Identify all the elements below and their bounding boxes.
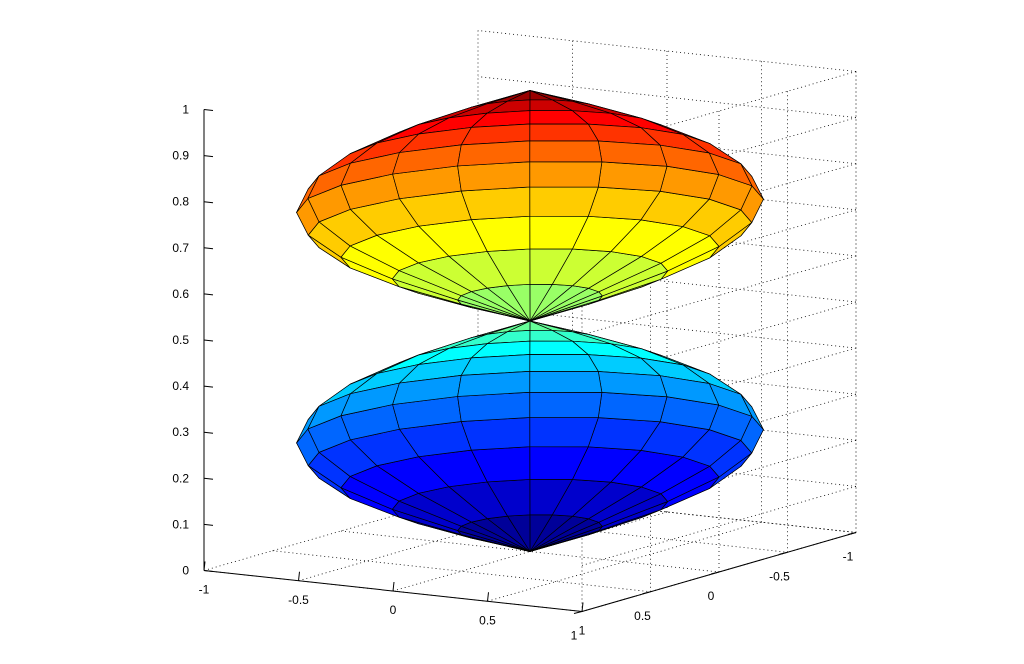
surface-facet — [597, 371, 668, 398]
grid-line-floor-y — [272, 550, 651, 593]
z-tick-label: 0.8 — [172, 195, 189, 209]
axes — [203, 109, 857, 614]
z-tick-label: 0.4 — [172, 379, 189, 393]
grid-line-floor-y — [477, 491, 857, 533]
z-tick-mark — [203, 109, 214, 111]
z-tick-mark — [203, 431, 214, 434]
z-tick-mark — [203, 570, 214, 572]
surface-facet — [529, 186, 599, 217]
surface-facet — [460, 417, 531, 451]
x-tick-mark — [581, 602, 584, 612]
surface-facet — [529, 371, 603, 393]
z-tick-mark — [203, 247, 214, 250]
surface-facet — [529, 123, 599, 142]
y-tick-mark — [642, 591, 651, 595]
z-tick-label: 0.3 — [172, 425, 189, 439]
x-tick-label: 1 — [579, 624, 586, 638]
z-tick-mark — [203, 385, 214, 388]
grid-line-wall-z — [477, 76, 857, 118]
grid-line-wall-z — [477, 30, 857, 72]
x-tick-mark — [298, 571, 300, 581]
surface-facet — [529, 354, 599, 372]
surface-facet — [597, 161, 668, 192]
y-tick-mark — [573, 611, 583, 614]
y-tick-label: -1 — [843, 550, 854, 564]
x-tick-mark — [392, 581, 395, 592]
x-tick-label: 0 — [390, 603, 397, 617]
z-tick-mark — [203, 201, 214, 204]
z-tick-mark — [203, 293, 214, 296]
y-tick-mark — [710, 571, 720, 575]
z-tick-label: 1 — [182, 103, 189, 117]
z-tick-label: 0.5 — [172, 333, 189, 347]
tick-labels: -1 -0.5 0 0.5 1 -1 -0.5 0 0.5 1 0 0.1 0.2 0.3 0.4 0.5 0.… — [172, 103, 853, 643]
z-tick-mark — [203, 477, 214, 480]
x-tick-mark — [203, 561, 206, 571]
surface-facet — [529, 140, 603, 163]
y-tick-mark — [779, 551, 788, 555]
y-tick-label: 0.5 — [634, 609, 651, 623]
y-tick-mark — [847, 532, 857, 535]
z-tick-label: 0.6 — [172, 287, 189, 301]
y-tick-label: 0 — [708, 589, 715, 603]
surface-facet — [597, 392, 668, 423]
z-tick-mark — [203, 339, 214, 342]
x-tick-label: -1 — [199, 583, 210, 597]
y-tick-label: 1 — [571, 629, 578, 643]
z-tick-label: 0.7 — [172, 241, 189, 255]
surface-facet — [457, 140, 531, 167]
surface-facet — [457, 161, 531, 192]
surface-facet — [457, 391, 531, 422]
z-tick-label: 0.1 — [172, 517, 189, 531]
x-tick-mark — [487, 592, 489, 602]
surface-facet — [457, 371, 531, 397]
y-tick-label: -0.5 — [769, 569, 790, 583]
x-tick-label: -0.5 — [288, 593, 309, 607]
z-tick-label: 0.9 — [172, 149, 189, 163]
z-tick-mark — [203, 155, 214, 158]
surface — [296, 90, 764, 552]
surface-facet — [460, 186, 531, 220]
surface-facet — [529, 417, 599, 448]
x-tick-label: 0.5 — [479, 613, 496, 627]
surface-facet — [529, 161, 603, 188]
grid-line-floor-y — [340, 530, 720, 573]
surface-facet — [597, 140, 668, 167]
surface-facet — [529, 391, 603, 418]
z-tick-label: 0.2 — [172, 471, 189, 485]
z-tick-label: 0 — [182, 564, 189, 578]
z-tick-mark — [203, 523, 214, 526]
grid-line-floor-y — [409, 510, 788, 553]
